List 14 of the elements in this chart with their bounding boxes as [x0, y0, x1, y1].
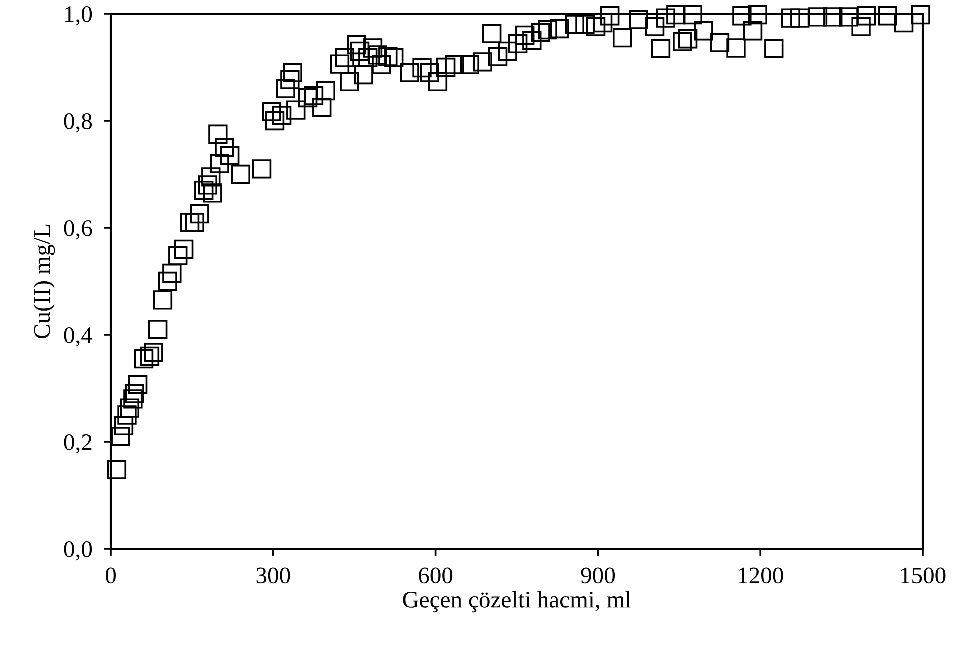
y-tick-label: 0,2: [64, 434, 92, 454]
y-tick-label: 0,0: [64, 541, 92, 561]
y-tick-label: 0,4: [64, 327, 93, 347]
y-axis-title: Cu(II) mg/L: [34, 224, 56, 339]
x-tick-label: 1500: [901, 568, 946, 584]
x-axis-title: Geçen çözelti hacmi, ml: [403, 591, 632, 613]
y-tick-label: 1,0: [66, 6, 92, 26]
y-tick-label: 0,6: [64, 220, 92, 240]
x-tick-label: 1200: [739, 568, 784, 584]
y-tick-label: 0,8: [64, 113, 92, 133]
x-tick-label: 600: [419, 568, 453, 584]
x-tick-label: 0: [106, 568, 116, 584]
x-tick-label: 300: [256, 568, 290, 584]
x-tick-label: 900: [581, 568, 616, 584]
